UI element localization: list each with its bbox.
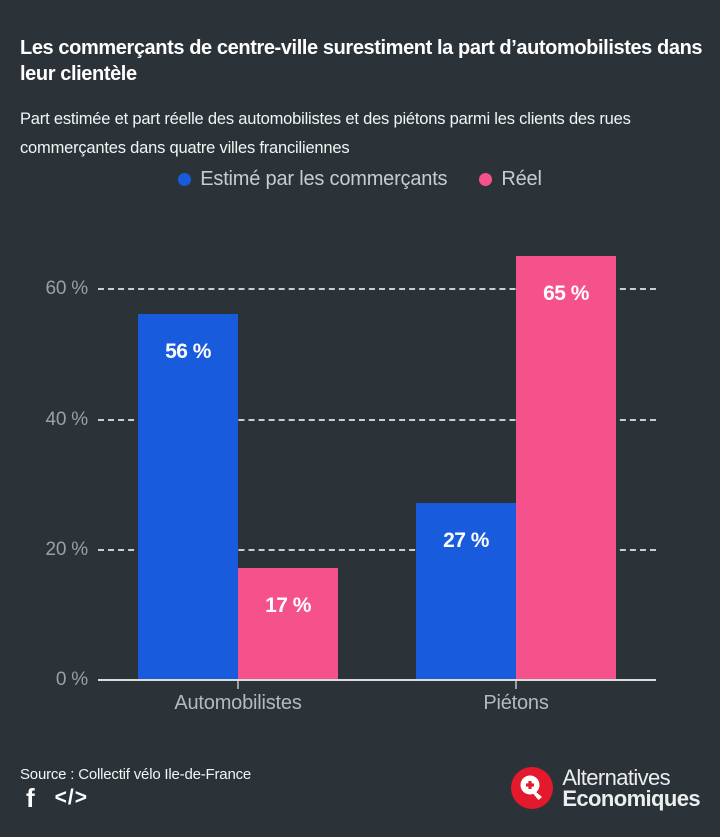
embed-code-icon[interactable]: </> (54, 786, 89, 809)
bar-value-label: 17 % (265, 594, 311, 617)
magnifier-zoom-icon (511, 767, 554, 809)
logo-line1: Alternatives (562, 765, 671, 790)
legend-dot-real-icon (479, 173, 493, 186)
legend-label-estimated: Estimé par les commerçants (200, 168, 448, 190)
page-subtitle: Part estimée et part réelle des automobi… (20, 109, 631, 157)
alternatives-economiques-logo: Alternatives Economiques (511, 765, 701, 811)
bar-value-label: 65 % (543, 282, 589, 305)
x-axis-tick (515, 681, 517, 689)
x-axis-category-label: Piétons (483, 692, 549, 714)
legend-label-real: Réel (501, 168, 542, 190)
bar-value-label: 27 % (443, 529, 489, 552)
bar-chart: 0 % 20 % 40 % 60 % 56 % 17 % Automobilistes 27 … (0, 240, 720, 730)
x-axis-line (98, 679, 656, 681)
bar-piétons-estime: 27 % (416, 503, 516, 679)
x-axis-category-label: Automobilistes (174, 692, 302, 714)
x-axis-tick (237, 681, 239, 689)
logo-wordmark: Alternatives Economiques (562, 765, 700, 811)
logo-line2: Economiques (562, 786, 700, 811)
facebook-icon[interactable]: f (26, 783, 35, 813)
y-axis-tick-label: 40 % (45, 408, 88, 430)
bar-automobilistes-reel: 17 % (238, 568, 338, 679)
legend-dot-estimated-icon (178, 173, 192, 186)
bar-piétons-reel: 65 % (516, 256, 616, 679)
bar-value-label: 56 % (165, 340, 211, 363)
legend-item-real: Réel (479, 168, 542, 191)
source-note: Source : Collectif vélo Ile-de-France (20, 766, 252, 783)
gridline-60 (98, 288, 656, 291)
y-axis-tick-label: 60 % (45, 278, 88, 300)
y-axis-tick-label: 20 % (45, 538, 88, 560)
bar-automobilistes-estime: 56 % (138, 314, 238, 679)
gridline-40 (98, 418, 656, 421)
y-axis-tick-label: 0 % (55, 669, 88, 690)
page-title: Les commerçants de centre-ville surestim… (20, 37, 703, 86)
legend-item-estimated: Estimé par les commerçants (178, 168, 448, 191)
share-bar: f </> (26, 785, 88, 811)
gridline-20 (98, 548, 656, 551)
chart-legend: Estimé par les commerçants Réel (0, 168, 720, 191)
